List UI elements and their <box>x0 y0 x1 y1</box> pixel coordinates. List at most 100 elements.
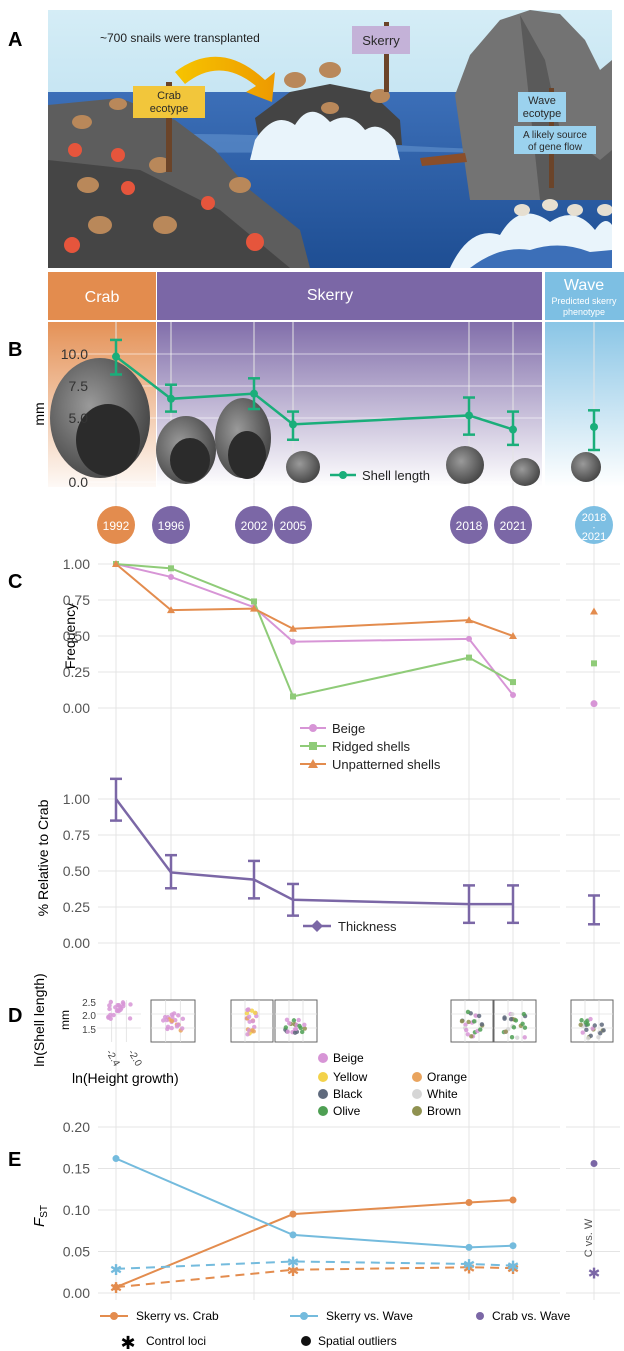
chart-marks: 0.0 5.0 7.5 10.0 Shell length 0.00 0.25 0.50 0.7… <box>61 338 614 1301</box>
scatter-point <box>169 1025 174 1031</box>
scatter-point <box>245 1032 250 1037</box>
snail-icon <box>109 98 127 110</box>
y-tick-label: 7.5 <box>69 378 89 394</box>
shell-icon <box>571 452 601 482</box>
fst-control-point: ✱ <box>507 1259 520 1276</box>
ridged-point <box>251 598 257 605</box>
unpatterned-point <box>509 632 517 639</box>
legend-marker-control-loci: ✱ <box>120 1333 135 1351</box>
habitat-crab-label: Crab <box>85 289 120 306</box>
year-label: 2005 <box>280 519 307 533</box>
rocks-left-shade <box>48 160 290 268</box>
scatter-point <box>466 1019 471 1025</box>
y-tick-label: 1.5 <box>82 1025 96 1036</box>
crab-icon <box>201 196 215 210</box>
panel-c-ylabel: Frequency <box>62 603 78 669</box>
y-tick-label: 0.50 <box>63 628 90 644</box>
wave-sign-text: ecotype <box>523 108 562 120</box>
fst-outlier-point <box>509 1242 517 1250</box>
skerry-sign <box>352 26 410 54</box>
fst-symbol: F <box>31 1217 48 1227</box>
legend-label: Beige <box>332 721 365 736</box>
scatter-point <box>284 1017 290 1022</box>
scatter-point <box>513 1018 519 1023</box>
scatter-point <box>515 1035 520 1040</box>
fst-outlier-point <box>112 1155 120 1163</box>
legend-label: Crab vs. Wave <box>492 1309 571 1323</box>
legend-label: Skerry vs. Crab <box>136 1309 219 1323</box>
crab-sign-post <box>166 82 172 172</box>
habitat-wave-sublabel: phenotype <box>563 307 605 317</box>
year-circle-2018 <box>450 506 488 544</box>
shell-length-point <box>112 352 120 361</box>
fst-outlier-point <box>465 1199 473 1207</box>
fst-outlier-point <box>509 1196 517 1204</box>
scatter-point <box>503 1029 508 1034</box>
crab-sign <box>133 86 205 118</box>
year-label: 2021 <box>500 519 527 533</box>
shell-length-point <box>465 411 473 420</box>
fst-control-point: ✱ <box>287 1254 300 1271</box>
fst-crab-wave-point <box>590 1160 598 1168</box>
panel-b-ylabel: mm <box>31 402 47 425</box>
scatter-point <box>165 1024 171 1029</box>
legend-marker-shell-length <box>339 471 347 479</box>
legend-marker <box>309 724 317 732</box>
y-tick-label: 1.00 <box>63 791 90 807</box>
legend-marker-spatial-outliers <box>301 1336 311 1346</box>
frequency-line <box>115 563 514 637</box>
scatter-point <box>293 1026 299 1032</box>
legend-label: Olive <box>333 1104 361 1118</box>
shell-icon <box>170 438 210 482</box>
scatter-point <box>521 1011 527 1017</box>
year-label: - <box>593 523 596 532</box>
legend-label: Shell length <box>362 468 430 483</box>
legend-marker-skerry-wave <box>300 1312 308 1320</box>
legend-swatch-orange <box>412 1072 422 1082</box>
scatter-point <box>579 1018 584 1023</box>
scatter-point <box>590 1026 595 1031</box>
c-vs-w-label: C vs. W <box>583 1218 595 1257</box>
habitat-wave-sublabel: Predicted skerry <box>551 296 617 306</box>
unpatterned-point <box>465 616 473 624</box>
shell-icon <box>510 458 540 486</box>
gene-flow-sign <box>514 126 596 154</box>
crab-icon <box>121 181 135 195</box>
scatter-point <box>465 1009 471 1015</box>
wave-sign <box>518 92 566 122</box>
fst-control-point: ✱ <box>110 1280 123 1297</box>
gridlines <box>68 322 620 1300</box>
fst-control-point: ✱ <box>463 1257 476 1274</box>
y-tick-label: 10.0 <box>61 346 88 362</box>
frequency-line <box>115 563 514 698</box>
fst-control-line <box>115 1260 514 1270</box>
scatter-point <box>113 1005 118 1010</box>
panel-d-ylabel: ln(Shell length) <box>31 973 47 1066</box>
shell-icon <box>228 431 266 479</box>
legend-marker <box>308 759 318 768</box>
unpatterned-point <box>250 604 258 612</box>
crab-icon <box>246 233 264 251</box>
year-label: 1992 <box>103 519 130 533</box>
scatter-point <box>578 1022 583 1027</box>
log <box>420 153 467 166</box>
snail-icon <box>149 157 171 173</box>
ridged-point <box>466 654 472 661</box>
scatter-point <box>283 1025 289 1030</box>
x-tick-label: -2.4 <box>103 1048 121 1069</box>
legend-label: Beige <box>333 1051 364 1065</box>
scatter-point <box>114 1008 120 1014</box>
scatter-point <box>459 1019 465 1024</box>
scatter-point <box>176 1013 181 1018</box>
scatter-point <box>476 1013 482 1019</box>
scatter-point <box>511 1025 517 1030</box>
snail-icon <box>284 72 306 88</box>
snail-icon <box>229 177 251 193</box>
legend-label: Spatial outliers <box>318 1334 397 1348</box>
year-label: 2021 <box>582 531 606 543</box>
legend-marker-thickness <box>311 920 323 932</box>
scatter-point <box>509 1035 515 1040</box>
unpatterned-wave-point <box>590 607 598 615</box>
scatter-point <box>161 1018 166 1023</box>
shell-length-point <box>509 425 517 434</box>
